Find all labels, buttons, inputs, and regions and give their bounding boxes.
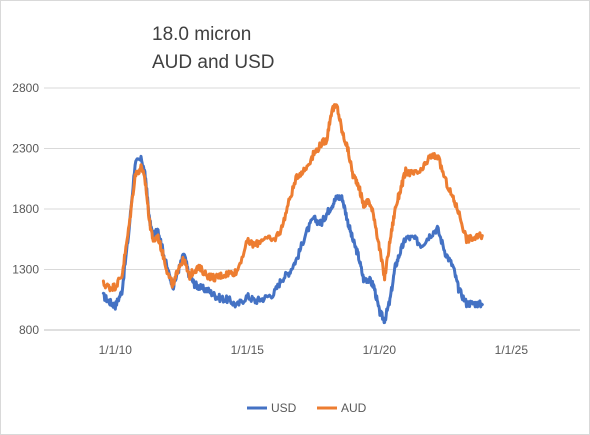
x-tick-label: 1/1/25 (495, 343, 529, 357)
x-tick-label: 1/1/10 (99, 343, 133, 357)
series-line-usd (101, 154, 484, 325)
y-tick-label: 2300 (12, 142, 39, 156)
series-line-aud (101, 103, 484, 293)
legend-label-aud: AUD (341, 401, 367, 415)
y-tick-label: 1300 (12, 263, 39, 277)
y-tick-label: 800 (19, 323, 39, 337)
chart-title-line-2: AUD and USD (152, 52, 275, 73)
x-tick-label: 1/1/15 (231, 343, 265, 357)
y-tick-label: 2800 (12, 81, 39, 95)
chart-title-line-1: 18.0 micron (152, 24, 252, 45)
x-tick-label: 1/1/20 (363, 343, 397, 357)
legend-label-usd: USD (271, 401, 297, 415)
y-tick-label: 1800 (12, 202, 39, 216)
